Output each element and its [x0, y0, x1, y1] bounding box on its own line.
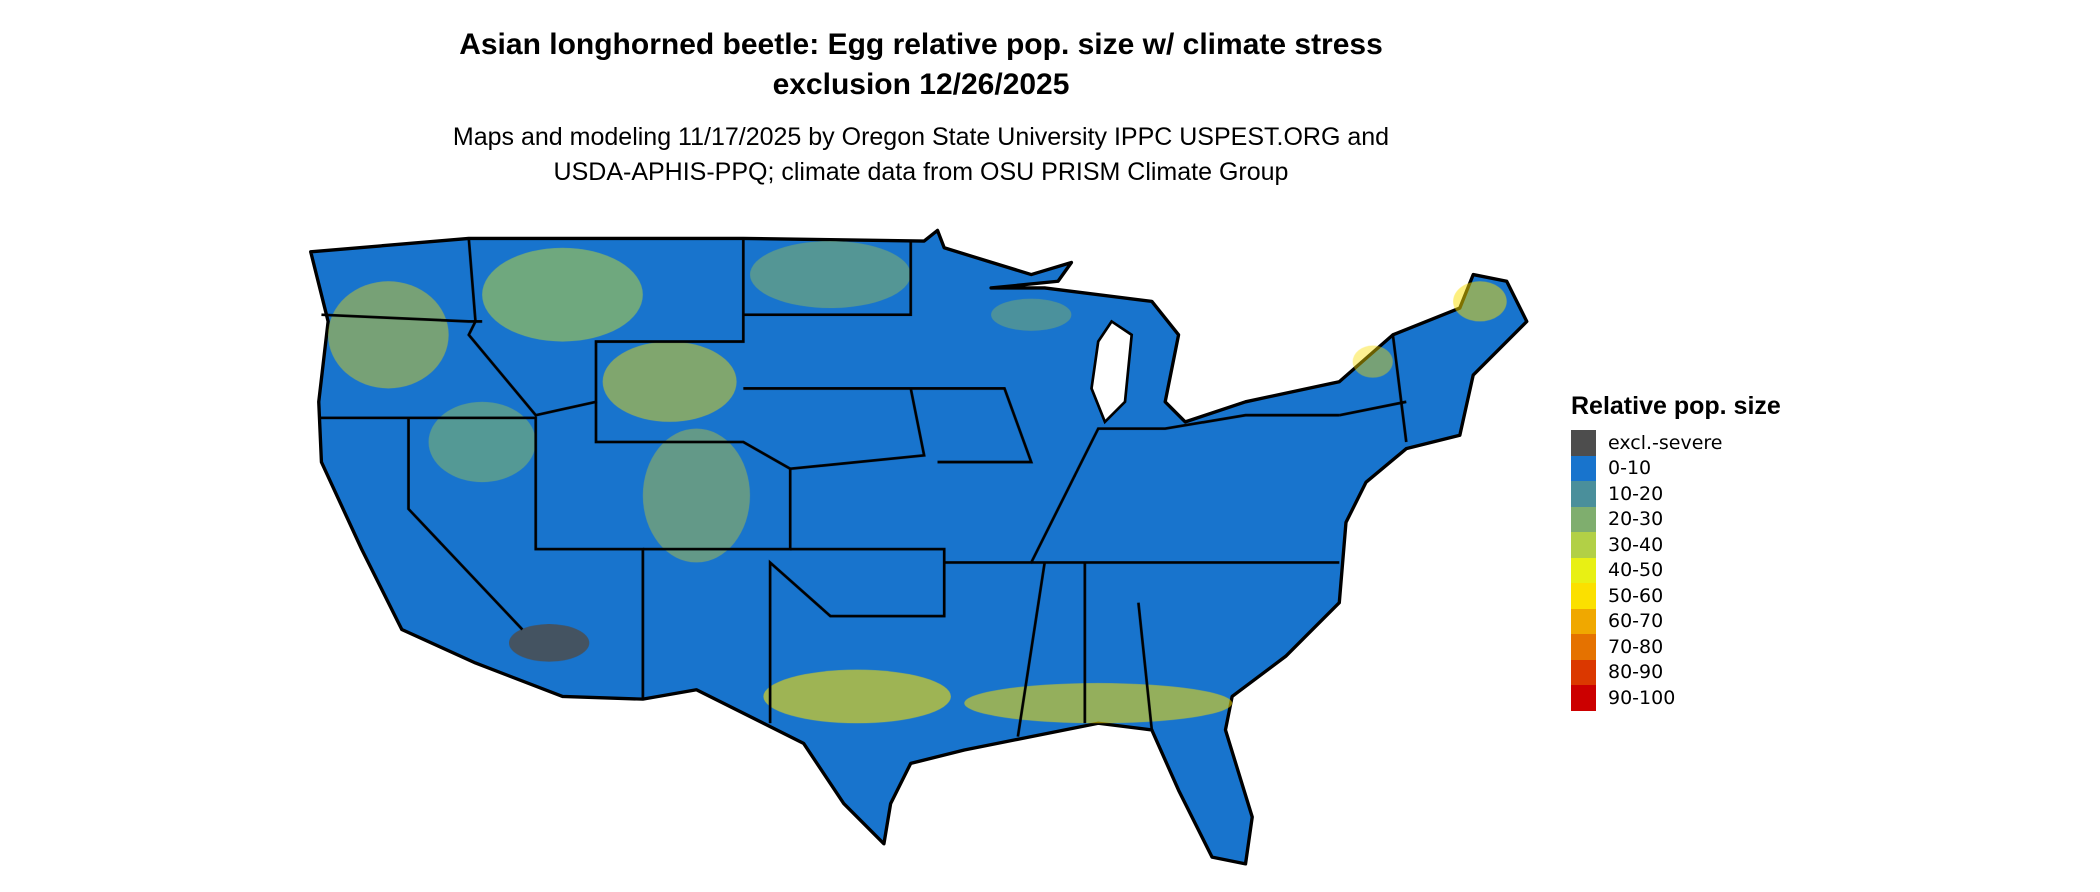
legend-item: 40-50	[1571, 557, 1723, 583]
legend-swatch	[1571, 557, 1596, 583]
map-title-line2: exclusion 12/26/2025	[772, 68, 1070, 101]
map-title: Asian longhorned beetle: Egg relative po…	[459, 28, 1383, 61]
legend-label: excl.-severe	[1608, 431, 1723, 454]
legend-label: 90-100	[1608, 686, 1676, 709]
legend-item: 70-80	[1571, 634, 1723, 660]
legend-item: 60-70	[1571, 608, 1723, 634]
map-subtitle: Maps and modeling 11/17/2025 by Oregon S…	[452, 123, 1390, 151]
legend-swatch	[1571, 455, 1596, 481]
map-subtitle-line2: USDA-APHIS-PPQ; climate data from OSU PR…	[553, 158, 1289, 186]
legend-label: 50-60	[1608, 584, 1664, 607]
legend-swatch	[1571, 608, 1596, 634]
legend-item: excl.-severe	[1571, 430, 1723, 456]
legend-label: 10-20	[1608, 482, 1664, 505]
legend-label: 30-40	[1608, 533, 1664, 556]
legend-item: 10-20	[1571, 481, 1723, 507]
legend-swatch	[1571, 481, 1596, 507]
us-outline	[309, 228, 1529, 866]
legend-swatch	[1571, 659, 1596, 685]
legend-item: 20-30	[1571, 506, 1723, 532]
state-borders	[318, 238, 1408, 737]
legend-swatch	[1571, 532, 1596, 558]
legend-swatch	[1571, 634, 1596, 660]
legend-label: 80-90	[1608, 661, 1664, 684]
legend-swatch	[1571, 583, 1596, 609]
legend-item: 90-100	[1571, 685, 1723, 711]
high-suitability-areas	[328, 241, 1507, 724]
legend-title: Relative pop. size	[1571, 392, 1781, 420]
legend-item: 50-60	[1571, 583, 1723, 609]
legend-label: 0-10	[1608, 457, 1652, 480]
legend-swatch	[1571, 506, 1596, 532]
legend-label: 20-30	[1608, 508, 1664, 531]
legend-swatch	[1571, 430, 1596, 456]
lake-michigan	[1090, 319, 1134, 425]
legend-item: 30-40	[1571, 532, 1723, 558]
legend: excl.-severe 0-10 10-20 20-30 30-40 40-50 50-6…	[1571, 430, 1723, 711]
legend-item: 80-90	[1571, 659, 1723, 685]
legend-swatch	[1571, 685, 1596, 711]
legend-item: 0-10	[1571, 455, 1723, 481]
legend-label: 40-50	[1608, 559, 1664, 582]
legend-label: 70-80	[1608, 635, 1664, 658]
legend-label: 60-70	[1608, 610, 1664, 633]
